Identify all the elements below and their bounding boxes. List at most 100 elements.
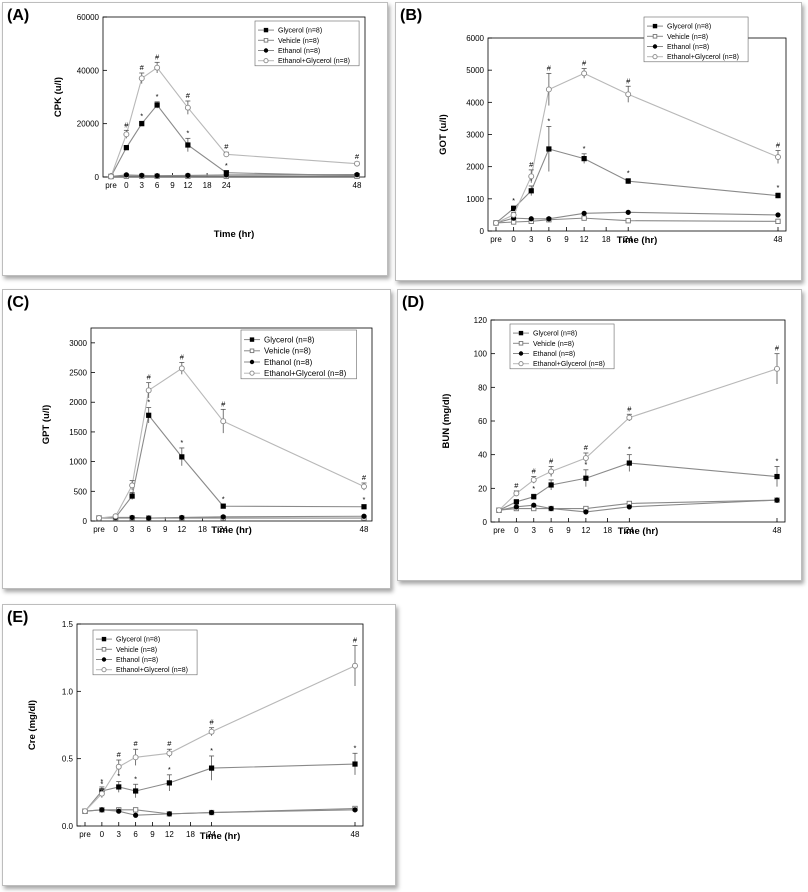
significance-mark: * [180, 438, 183, 447]
plot-frame [90, 327, 373, 522]
legend-marker [518, 341, 524, 346]
series-line [495, 72, 779, 224]
x-tick-label: pre [490, 235, 502, 244]
significance-mark: * [532, 484, 535, 493]
significance-mark: * [363, 495, 366, 504]
x-tick-label: 6 [549, 526, 554, 535]
data-point [583, 509, 589, 515]
data-point [352, 662, 358, 669]
significance-mark: # [186, 91, 191, 100]
data-point [352, 761, 358, 767]
data-point [775, 218, 781, 224]
chart-d: 0 20 40 60 80 100 120 pre 0 3 6 9 12 18 24 48 Time (hr) B… [441, 316, 786, 537]
significance-mark: # [532, 467, 537, 476]
legend-marker [249, 370, 255, 376]
significance-mark: * [210, 746, 213, 755]
data-point [132, 754, 139, 761]
series-line [84, 665, 356, 812]
y-tick-label: 60 [478, 417, 487, 426]
data-point [775, 193, 781, 199]
x-axis-label: Time (hr) [617, 235, 657, 246]
x-tick-label: 18 [602, 235, 611, 244]
significance-mark: * [583, 144, 586, 153]
series-line [84, 763, 356, 812]
legend-entry: Ethanol+Glycerol (n=8) [667, 54, 739, 61]
data-point [108, 173, 114, 180]
x-axis-label: Time (hr) [214, 229, 254, 240]
data-point [582, 455, 589, 461]
data-point [129, 514, 135, 521]
data-point [220, 418, 227, 425]
legend-entry: Ethanol (n=8) [533, 351, 575, 358]
legend-marker [263, 38, 269, 43]
series-1 [493, 215, 781, 226]
data-point [513, 504, 519, 510]
data-point [123, 131, 130, 138]
legend: Glycerol (n=8) Vehicle (n=8) Ethanol (n=8)… [240, 329, 357, 380]
panel-label: (A) [7, 7, 30, 24]
data-point [548, 482, 554, 488]
significance-mark: # [180, 352, 185, 361]
significance-mark: # [514, 481, 519, 490]
data-point [133, 788, 139, 794]
y-tick-label: 60000 [77, 13, 100, 22]
data-point [361, 483, 367, 490]
data-point [528, 188, 534, 194]
data-point [82, 808, 88, 815]
data-point [208, 765, 215, 771]
series-3: # # # # [96, 352, 367, 521]
x-tick-label: pre [93, 525, 105, 534]
data-point [626, 504, 632, 510]
legend-marker [249, 337, 255, 342]
significance-mark: # [627, 404, 632, 413]
data-point [548, 505, 554, 512]
data-point [220, 514, 226, 520]
panel-label: (E) [7, 609, 29, 626]
legend-box [92, 629, 198, 676]
significance-mark: * [222, 494, 225, 503]
series-3: # # # # # # [108, 52, 360, 180]
data-point [531, 502, 537, 508]
data-point [775, 154, 781, 160]
significance-mark: * [100, 777, 103, 786]
series-line [110, 104, 358, 177]
x-tick-label: 12 [177, 525, 186, 534]
x-tick-label: 9 [564, 235, 569, 244]
x-tick-label: 24 [222, 181, 231, 190]
data-point [774, 497, 780, 503]
x-tick-label: 24 [625, 526, 634, 535]
x-tick-label: 18 [198, 525, 207, 534]
data-point [99, 807, 105, 813]
y-tick-label: 20000 [77, 120, 100, 129]
data-point [129, 482, 136, 489]
data-point [145, 387, 152, 394]
y-tick-label: 2000 [466, 163, 484, 172]
legend-entry: Vehicle (n=8) [116, 647, 157, 654]
y-tick-label: 1000 [466, 195, 484, 204]
x-tick-label: 0 [100, 830, 105, 839]
x-tick-label: 3 [130, 525, 135, 534]
data-point [146, 412, 152, 418]
x-tick-label: 12 [581, 526, 590, 535]
x-tick-label: 0 [124, 181, 129, 190]
series-3: * # # # # # [82, 636, 358, 815]
legend: Glycerol (n=8) Vehicle (n=8) Ethanol (n=8)… [643, 16, 749, 63]
data-point [513, 490, 520, 497]
x-tick-label: pre [105, 181, 117, 190]
x-tick-label: 24 [624, 235, 633, 244]
y-axis-label: GPT (u/l) [41, 405, 52, 445]
legend-box [254, 20, 360, 67]
legend: Glycerol (n=8) Vehicle (n=8) Ethanol (n=8)… [254, 20, 360, 67]
data-point [496, 507, 502, 514]
data-point [133, 812, 139, 818]
legend-box [509, 323, 615, 370]
series-2 [496, 497, 780, 515]
x-tick-label: 48 [773, 526, 782, 535]
data-point [774, 473, 780, 480]
data-point [531, 494, 537, 500]
significance-mark: * [628, 445, 631, 454]
significance-mark: * [776, 456, 779, 465]
data-point [123, 145, 129, 151]
significance-mark: * [117, 772, 120, 781]
significance-mark: # [221, 399, 226, 408]
